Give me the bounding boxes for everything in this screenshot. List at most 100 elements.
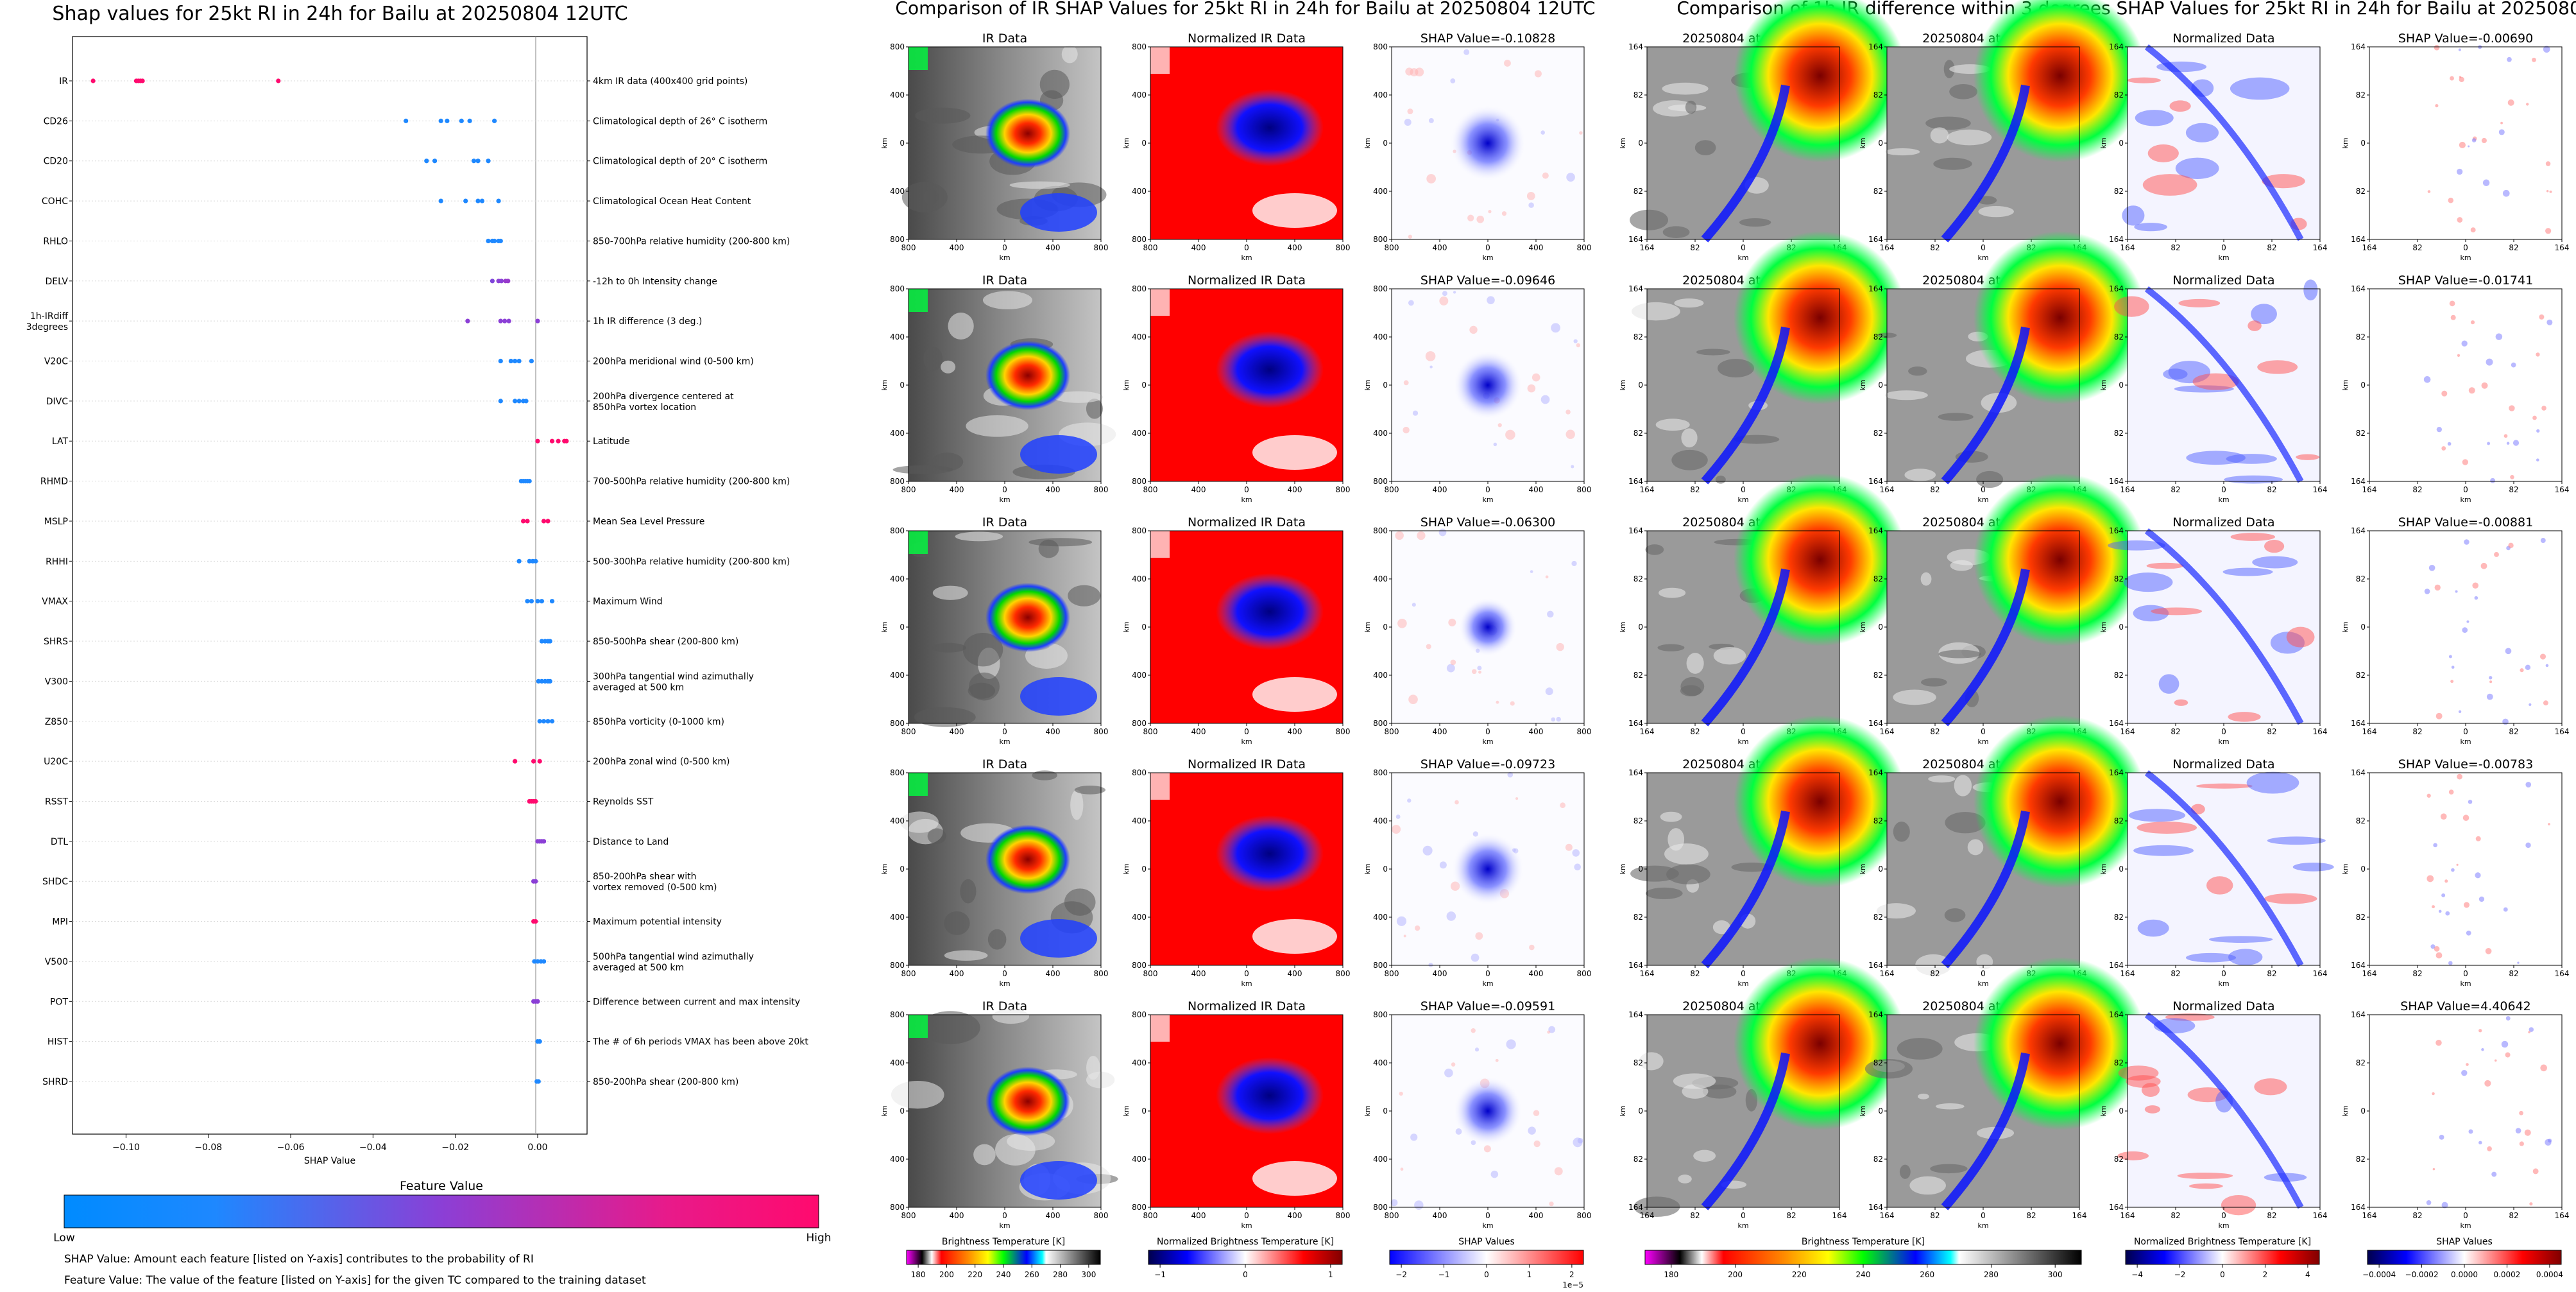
shap-speckle (1400, 1167, 1404, 1171)
x-axis-label: km (1241, 1221, 1252, 1230)
shap-speckle (2519, 1141, 2524, 1146)
cloud-texture (1686, 653, 1704, 674)
shap-speckle (2532, 1168, 2539, 1175)
anomaly-streak (2296, 454, 2320, 460)
shap-speckle (1530, 570, 1533, 573)
x-tick-label: 0 (1002, 243, 1007, 252)
x-tick-label: 164 (2120, 1211, 2135, 1220)
y-tick-label: 0 (1638, 865, 1643, 874)
cloud-texture (944, 911, 970, 935)
y-tick-label: 164 (2109, 42, 2124, 51)
shap-speckle (1556, 716, 1561, 722)
x-axis-label: km (1977, 737, 1988, 746)
shap-speckle (2471, 138, 2477, 142)
y-tick-label: 164 (1868, 284, 1883, 293)
x-tick-label: 82 (1690, 727, 1700, 736)
shap-speckle (1403, 426, 1410, 434)
cloud-texture (1876, 903, 1916, 919)
shap-speckle (2464, 539, 2469, 545)
anomaly-streak (2221, 1194, 2256, 1216)
panel-title: IR Data (982, 273, 1027, 288)
shap-speckle (2470, 320, 2475, 325)
shap-speckle (2548, 823, 2550, 826)
x-tick-label: 400 (1191, 969, 1206, 978)
shap-point (498, 399, 503, 404)
shap-speckle (1515, 797, 1519, 800)
shap-speckle (2519, 1110, 2523, 1115)
diff-shap-image (2369, 531, 2562, 723)
colorbar-tick-label: −1 (1154, 1270, 1166, 1279)
x-axis-label: km (1241, 737, 1252, 746)
y-tick-label: 82 (1633, 574, 1643, 583)
cloud-texture (1630, 209, 1669, 230)
x-tick-label: 0 (1981, 727, 1986, 736)
panel-title: SHAP Value=-0.09646 (1420, 273, 1555, 288)
x-tick-label: 164 (2313, 1211, 2328, 1220)
shap-speckle (2441, 1202, 2448, 1209)
anomaly-streak (2264, 893, 2317, 904)
colorbar-strip (2367, 1250, 2562, 1265)
y-tick-label: 82 (2114, 1058, 2124, 1067)
shap-speckle (2505, 1016, 2511, 1021)
storm-core (1974, 231, 2147, 404)
y-tick-label: 800 (1132, 1203, 1147, 1212)
cold-cloud-region (1216, 1057, 1324, 1134)
rain-band (1941, 1052, 2030, 1210)
x-tick-label: 82 (1690, 1211, 1700, 1220)
y-tick-label: 800 (890, 1010, 905, 1019)
y-axis-label: km (1363, 863, 1372, 874)
anomaly-streak (2303, 279, 2318, 301)
cloud-texture (1678, 1175, 1692, 1184)
shap-speckle (1446, 664, 1455, 673)
x-axis-label: km (2460, 737, 2471, 746)
shap-speckle (1407, 798, 1412, 803)
feature-code-label: LAT (52, 436, 69, 447)
x-tick-label: 0 (1741, 969, 1746, 978)
cloud-texture (1739, 218, 1771, 227)
x-tick-label: 800 (901, 485, 916, 494)
x-tick-label: 0 (2221, 485, 2226, 494)
y-tick-label: 800 (1132, 235, 1147, 244)
x-tick-label: 400 (950, 243, 964, 252)
feature-description-label: Reynolds SST (593, 797, 654, 807)
x-tick-label: 82 (2267, 727, 2276, 736)
y-tick-label: 82 (2356, 574, 2366, 583)
shap-speckle (1426, 174, 1436, 184)
shap-speckle (1556, 642, 1564, 651)
x-tick-label: 164 (1880, 969, 1895, 978)
y-tick-label: 400 (890, 332, 905, 341)
y-axis-label: km (880, 621, 889, 632)
shap-speckle (2423, 376, 2431, 383)
shap-speckle (2495, 333, 2503, 340)
feature-row: SHRS 850-500hPa shear (200-800 km) (44, 637, 738, 647)
x-tick-label: 82 (2171, 969, 2180, 978)
cloud-texture (1928, 775, 1956, 783)
shap-speckle (1422, 845, 1433, 856)
y-tick-label: 164 (1868, 526, 1883, 535)
feature-description-label: 200hPa zonal wind (0-500 km) (593, 757, 730, 767)
feature-code-label: CD20 (44, 157, 68, 167)
x-tick-label: 800 (1336, 243, 1351, 252)
x-tick-label: 400 (1046, 969, 1061, 978)
y-tick-label: 164 (2351, 768, 2366, 777)
y-axis-label: km (880, 137, 889, 148)
band-anomaly (2144, 1012, 2304, 1209)
colorbar-tick-label: −2 (1395, 1270, 1407, 1279)
shap-speckle (2484, 1080, 2491, 1087)
shap-speckle (1463, 49, 1470, 55)
shap-speckle (1471, 953, 1480, 962)
x-tick-label: 0 (1244, 485, 1249, 494)
shap-speckle (2546, 319, 2553, 325)
shap-speckle (2448, 197, 2454, 203)
feature-row: MPI Maximum potential intensity (52, 917, 722, 927)
y-tick-label: 800 (1373, 477, 1388, 486)
panel-title: SHAP Value=-0.00690 (2398, 31, 2533, 46)
x-tick-label: 800 (1094, 969, 1109, 978)
shap-speckle (2441, 893, 2446, 898)
cloud-texture (1632, 302, 1680, 321)
shap-speckle (2512, 440, 2520, 446)
cloud-texture (1074, 786, 1106, 795)
x-tick-label: 82 (2509, 969, 2518, 978)
x-tick-label: 0 (2221, 727, 2226, 736)
